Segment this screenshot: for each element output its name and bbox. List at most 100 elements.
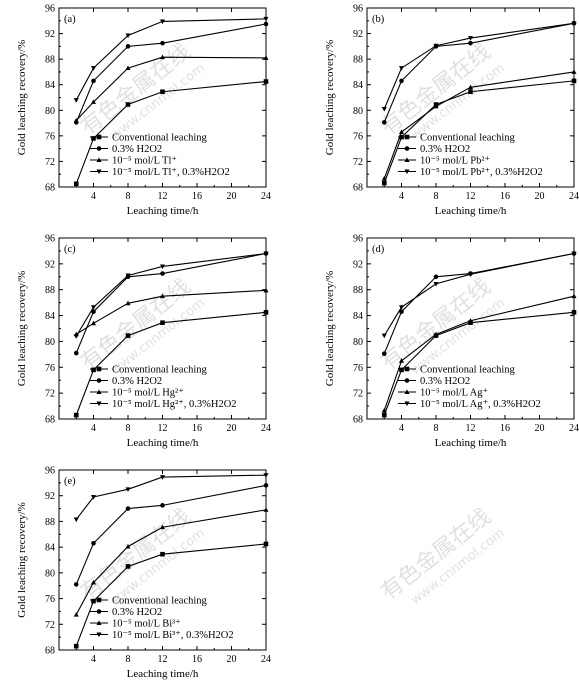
y-tick-label: 92 [353, 259, 363, 270]
legend-marker-triangle-down [404, 401, 410, 407]
x-axis-label: Leaching time/h [127, 668, 199, 680]
data-point-circle [160, 271, 165, 276]
y-axis-label: Gold leaching recovery/% [16, 271, 28, 386]
data-point-triangle-down [467, 272, 474, 277]
data-point-square [381, 412, 387, 418]
legend-label: 10⁻⁵ mol/L Hg²⁺ [112, 388, 184, 399]
y-axis-label: Gold leaching recovery/% [324, 40, 336, 155]
data-point-triangle-down [571, 251, 577, 257]
legend-label: 10⁻⁵ mol/L Ag⁺, 0.3%H2O2 [420, 399, 541, 410]
y-tick-label: 96 [45, 4, 55, 15]
data-point-triangle-up [433, 331, 439, 337]
x-tick-label: 12 [158, 654, 168, 665]
data-point-triangle-up [90, 320, 97, 326]
data-point-triangle-down [125, 487, 131, 492]
y-tick-label: 92 [45, 29, 55, 40]
data-point-circle [73, 350, 79, 356]
data-point-triangle-down [159, 19, 166, 25]
data-point-triangle-up [467, 318, 474, 323]
data-point-square [73, 412, 79, 418]
data-point-square [468, 89, 473, 95]
y-tick-label: 92 [45, 259, 55, 270]
data-point-triangle-down [263, 251, 269, 257]
legend-marker-triangle-down [96, 632, 102, 638]
data-point-square [125, 333, 131, 338]
data-point-triangle-down [159, 264, 166, 270]
legend-label: Conventional leaching [420, 365, 516, 376]
legend-marker-circle [96, 146, 102, 151]
data-point-triangle-down [90, 305, 97, 310]
x-tick-label: 24 [569, 191, 579, 202]
legend-marker-triangle-down [96, 401, 102, 407]
data-point-circle [160, 503, 165, 508]
data-point-square [125, 564, 131, 569]
data-point-triangle-up [398, 358, 405, 363]
data-point-square [263, 310, 269, 315]
y-axis-label: Gold leaching recovery/% [324, 271, 336, 386]
data-point-triangle-up [263, 287, 269, 293]
x-tick-label: 20 [535, 423, 545, 434]
y-tick-label: 68 [45, 415, 55, 426]
y-tick-label: 76 [45, 594, 55, 605]
data-point-circle [381, 351, 387, 357]
panel-label: (a) [64, 14, 76, 25]
legend-marker-square [404, 134, 410, 140]
y-tick-label: 76 [353, 363, 363, 374]
y-tick-label: 96 [353, 4, 363, 15]
data-point-triangle-down [73, 98, 79, 103]
y-tick-label: 72 [353, 389, 363, 400]
x-tick-label: 4 [91, 191, 96, 202]
data-point-triangle-down [433, 281, 439, 287]
legend-marker-square [96, 597, 102, 603]
legend-label: 0.3% H2O2 [420, 144, 470, 155]
panel-label: (d) [372, 244, 385, 255]
x-tick-label: 20 [227, 423, 237, 434]
y-tick-label: 84 [353, 80, 363, 91]
chart-panel-d: 68 72 76 80 84 88 92 96 4 8 12 16 20 24 Leaching time/… [324, 234, 579, 450]
data-point-triangle-up [263, 507, 269, 512]
legend-label: 10⁻⁵ mol/L Pb²⁺, 0.3%H2O2 [420, 167, 543, 178]
data-point-square [91, 367, 96, 373]
legend-marker-square [404, 366, 410, 372]
data-point-triangle-up [381, 407, 387, 413]
y-tick-label: 96 [353, 234, 363, 245]
data-point-triangle-up [125, 65, 131, 71]
y-tick-label: 76 [353, 131, 363, 142]
data-point-triangle-up [571, 69, 577, 74]
y-tick-label: 84 [45, 311, 55, 322]
data-point-square [91, 136, 96, 141]
x-tick-label: 4 [91, 654, 96, 665]
data-point-square [73, 643, 79, 649]
legend-marker-triangle-up [404, 389, 410, 394]
data-point-circle [91, 78, 96, 84]
data-point-triangle-down [263, 473, 269, 478]
data-point-circle [468, 40, 473, 46]
legend-label: 10⁻⁵ mol/L Tl⁺ [112, 156, 177, 167]
data-point-circle [433, 274, 439, 280]
legend-marker-circle [404, 378, 410, 383]
data-point-triangle-down [159, 475, 166, 480]
legend-label: Conventional leaching [112, 365, 208, 376]
legend-marker-triangle-down [96, 169, 102, 175]
data-point-circle [160, 40, 165, 46]
y-tick-label: 80 [45, 337, 55, 348]
data-point-triangle-up [159, 293, 166, 299]
panel-label: (b) [372, 14, 385, 25]
data-point-triangle-down [90, 495, 97, 500]
legend-label: 0.3% H2O2 [112, 607, 162, 618]
x-tick-label: 12 [466, 191, 476, 202]
data-point-triangle-down [73, 334, 79, 339]
data-point-circle [125, 506, 131, 511]
y-tick-label: 88 [45, 517, 55, 528]
data-point-square [571, 310, 577, 315]
legend-marker-circle [96, 609, 102, 614]
data-point-triangle-down [125, 33, 131, 39]
data-point-circle [263, 21, 269, 27]
x-tick-label: 20 [535, 191, 545, 202]
legend-label: 0.3% H2O2 [420, 376, 470, 387]
x-tick-label: 8 [126, 423, 131, 434]
